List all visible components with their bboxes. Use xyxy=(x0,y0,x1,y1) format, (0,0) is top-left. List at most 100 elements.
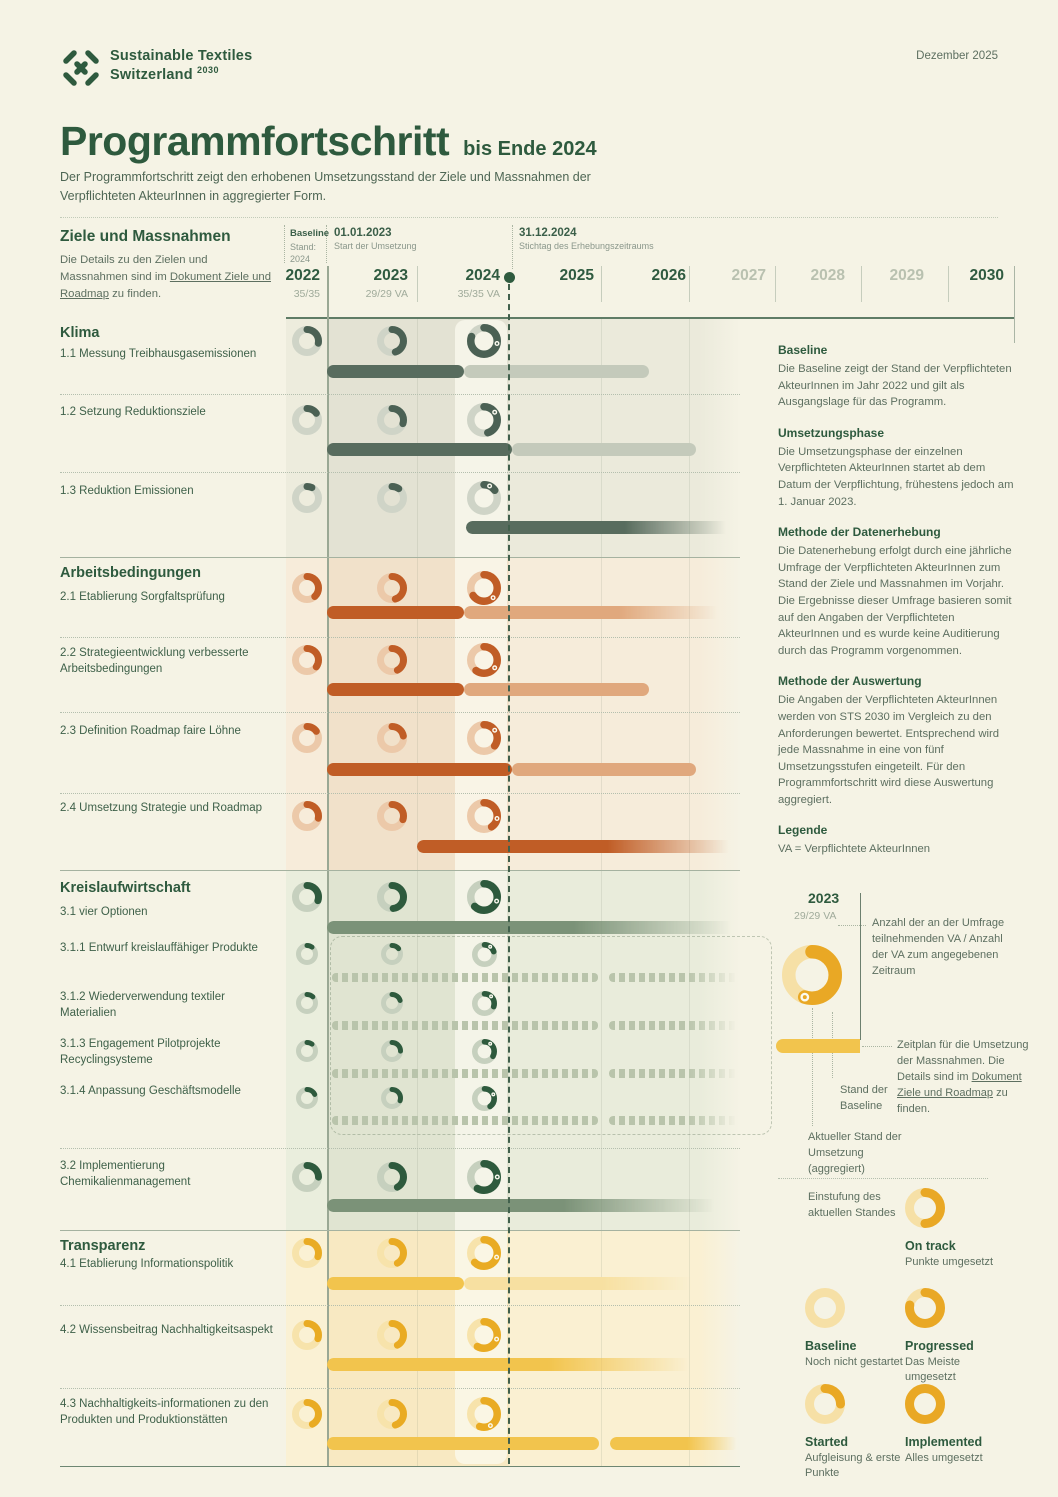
legend-note-timeline: Zeitplan für die Umsetzung der Massnahme… xyxy=(897,1038,1029,1118)
year-sub-2022: 35/35 xyxy=(293,288,320,300)
axis-baseline-label: Baseline xyxy=(290,228,330,239)
row-label-3.1.4: 3.1.4 Anpassung Geschäftsmodelle xyxy=(60,1085,241,1097)
legend-roadmap-link[interactable]: Dokument Ziele und Roadmap xyxy=(897,1070,1022,1099)
donut-3.1.4-2023 xyxy=(381,1087,403,1109)
donut-4.1-2023 xyxy=(377,1238,407,1268)
bar-4.1-seg0 xyxy=(327,1276,465,1290)
row-separator-2.3 xyxy=(60,793,740,794)
sidebar-heading-3: Methode der Auswertung xyxy=(778,674,922,689)
year-label-2023: 2023 xyxy=(373,267,408,284)
legend-class-name-0: On track xyxy=(905,1239,956,1253)
legend-class-desc-4: Alles umgesetzt xyxy=(905,1452,983,1464)
donut-3.1-2023 xyxy=(377,882,407,912)
sidebar-body-0: Die Baseline zeigt der Stand der Verpfli… xyxy=(778,363,1012,409)
sidebar-heading-1: Umsetzungsphase xyxy=(778,425,885,440)
row-label-4.1: 4.1 Etablierung Informationspolitik xyxy=(60,1258,234,1270)
legend-leader-counts xyxy=(838,925,866,926)
donut-4.1-2022 xyxy=(292,1238,322,1268)
legend-note-timeline-part-2: zu finden. xyxy=(897,1086,1008,1115)
legend-classification-label: Einstufung des aktuellen Standes xyxy=(808,1191,896,1219)
donut-3.1-2022 xyxy=(292,882,322,912)
legend-leader-timeline xyxy=(862,1046,892,1047)
axis-divider-3 xyxy=(512,225,513,269)
intro-text: Der Programmfortschritt zeigt den erhobe… xyxy=(60,170,591,203)
row-label-2.4: 2.4 Umsetzung Strategie und Roadmap xyxy=(60,802,263,814)
donut-1.2-2024 xyxy=(467,403,501,437)
year-tick-0 xyxy=(417,266,418,302)
cutoff-dashed-line xyxy=(508,284,510,1464)
donut-2.4-2024 xyxy=(467,799,501,833)
legend-note-counts: Anzahl der an der Umfrage teilnehmenden … xyxy=(872,917,1005,977)
donut-3.1.3-2022 xyxy=(296,1040,318,1062)
row-separator-4.2 xyxy=(60,1388,740,1389)
gridline-1 xyxy=(601,317,602,1466)
sidebar-body-3: Die Angaben der Verpflichteten AkteurInn… xyxy=(778,694,1000,806)
logo-mark xyxy=(63,50,99,86)
axis-divider-2 xyxy=(326,225,327,263)
row-separator-1.1 xyxy=(60,394,740,395)
legend-class-donut-2 xyxy=(905,1288,1005,1333)
donut-1.3-2022 xyxy=(292,483,322,513)
bar-1.1-seg1 xyxy=(464,364,650,378)
top-divider xyxy=(60,217,998,218)
legend-example-year: 2023 xyxy=(808,890,840,906)
row-separator-3.1.4 xyxy=(60,1148,740,1149)
year-label-2024: 2024 xyxy=(465,267,500,284)
donut-1.3-2024 xyxy=(467,481,501,515)
year-label-2028: 2028 xyxy=(810,267,845,284)
logo-text: Sustainable Textiles Switzerland 2030 xyxy=(110,47,252,87)
donut-1.1-2023 xyxy=(377,326,407,356)
donut-3.1-2024 xyxy=(467,880,501,914)
year-label-2029: 2029 xyxy=(889,267,924,284)
donut-2.2-2024 xyxy=(467,643,501,677)
bar-1.2-seg1 xyxy=(511,442,697,456)
axis-start-label: Start der Umsetzung xyxy=(334,241,417,251)
section-divider-transparenz xyxy=(60,1230,740,1232)
legend-baseline-label: Stand der Baseline xyxy=(840,1084,888,1112)
section-title-kreislaufwirtschaft: Kreislaufwirtschaft xyxy=(60,880,191,896)
donut-2.1-2023 xyxy=(377,573,407,603)
goals-description: Die Details zu den Zielen und Massnahmen… xyxy=(60,252,278,303)
section-divider-arbeitsbedingungen xyxy=(60,557,740,559)
year-tick-1 xyxy=(601,266,602,302)
donut-2.4-2022 xyxy=(292,801,322,831)
donut-3.1.1-2022 xyxy=(296,943,318,965)
bar-3.1.2-seg1 xyxy=(608,1020,740,1030)
donut-2.2-2022 xyxy=(292,645,322,675)
section-title-transparenz: Transparenz xyxy=(60,1238,146,1254)
row-label-1.2: 1.2 Setzung Reduktionsziele xyxy=(60,406,206,418)
row-label-2.3: 2.3 Definition Roadmap faire Löhne xyxy=(60,725,241,737)
goals-roadmap-link[interactable]: Dokument Ziele und Roadmap xyxy=(60,270,271,300)
logo-line2: Switzerland xyxy=(110,66,193,83)
axis-divider-1 xyxy=(284,225,285,263)
row-label-3.1: 3.1 vier Optionen xyxy=(60,906,148,918)
donut-3.2-2022 xyxy=(292,1162,322,1192)
axis-baseline-sub1: Stand: xyxy=(290,242,317,252)
logo: Sustainable Textiles Switzerland 2030 xyxy=(60,47,252,87)
bar-4.2-seg0 xyxy=(327,1357,697,1371)
year-sub-2023: 29/29 VA xyxy=(365,288,408,300)
donut-4.2-2024 xyxy=(467,1318,501,1352)
year-label-2022: 2022 xyxy=(285,267,320,284)
donut-1.3-2023 xyxy=(377,483,407,513)
legend-class-desc-1: Noch nicht gestartet xyxy=(805,1356,903,1368)
legend-current-label: Aktueller Stand der Umsetzung (aggregier… xyxy=(808,1131,902,1175)
donut-4.3-2024 xyxy=(467,1397,501,1431)
gridline-2 xyxy=(689,317,690,1466)
legend-class-implemented: Implemented Alles umgesetzt xyxy=(905,1384,1005,1466)
donut-3.1.2-2024 xyxy=(471,990,497,1016)
logo-sup: 2030 xyxy=(197,65,220,76)
page-title: Programmfortschritt xyxy=(60,118,450,164)
axis-baseline-sub: Stand: 2024 xyxy=(290,242,316,265)
bg-right-klima xyxy=(509,317,740,557)
row-label-3.2: 3.2 Implementierung Chemikalienmanagemen… xyxy=(60,1160,191,1188)
row-label-2.1: 2.1 Etablierung Sorgfaltsprüfung xyxy=(60,591,225,603)
donut-1.2-2023 xyxy=(377,405,407,435)
donut-3.2-2024 xyxy=(467,1160,501,1194)
donut-1.1-2024 xyxy=(467,324,501,358)
donut-2.1-2022 xyxy=(292,573,322,603)
legend-classes-divider xyxy=(778,1178,988,1179)
bar-4.3-seg1 xyxy=(610,1436,740,1450)
goals-heading: Ziele und Massnahmen xyxy=(60,228,231,245)
